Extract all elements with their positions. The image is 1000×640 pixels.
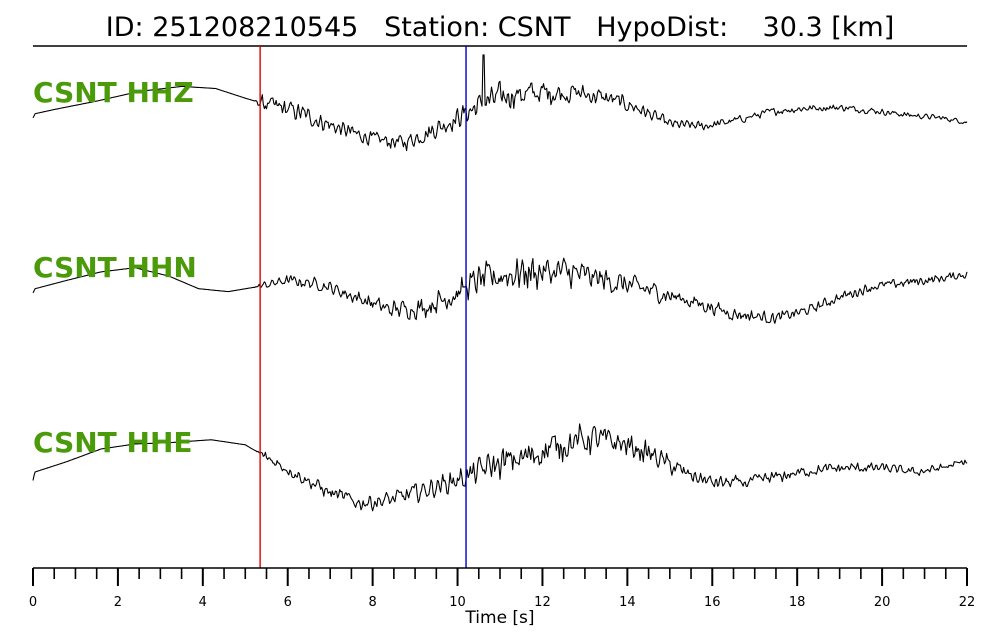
x-tick-label: 14: [619, 595, 636, 610]
x-tick-label: 0: [29, 595, 37, 610]
channel-label-csnt-hhz: CSNT HHZ: [33, 76, 194, 109]
channel-labels: CSNT HHZ CSNT HHN CSNT HHE: [33, 76, 197, 459]
x-tick-label: 18: [789, 595, 806, 610]
x-tick-label: 12: [534, 595, 551, 610]
station-label: Station:: [384, 12, 489, 43]
station-code: CSNT: [498, 12, 571, 43]
x-tick-label: 8: [368, 595, 376, 610]
x-tick-label: 16: [704, 595, 721, 610]
hypodist-label: HypoDist:: [596, 12, 728, 43]
x-tick-label: 2: [114, 595, 122, 610]
trace-csnt-hhz: [32, 54, 968, 152]
trace-csnt-hhe: [32, 423, 968, 512]
channel-label-csnt-hhe: CSNT HHE: [33, 426, 193, 459]
x-axis-label: Time [s]: [464, 608, 534, 628]
channel-label-csnt-hhn: CSNT HHN: [33, 251, 197, 284]
time-axis: 0 2 4 6 8 10 12 14 16 18 20 22: [29, 567, 976, 610]
trace-panel: [32, 54, 968, 512]
hypodist-unit: [km]: [831, 12, 894, 43]
figure-title: ID: 251208210545 Station: CSNT HypoDist:…: [106, 12, 895, 43]
x-tick-label: 10: [449, 595, 466, 610]
phase-picks: [259, 46, 467, 568]
trace-csnt-hhn: [32, 257, 968, 324]
hypodist-value: 30.3: [763, 12, 823, 43]
x-tick-label: 4: [199, 595, 207, 610]
x-tick-label: 6: [284, 595, 292, 610]
x-tick-label: 20: [874, 595, 891, 610]
event-id: 251208210545: [152, 12, 358, 43]
x-tick-label: 22: [959, 595, 976, 610]
id-label: ID:: [106, 12, 144, 43]
